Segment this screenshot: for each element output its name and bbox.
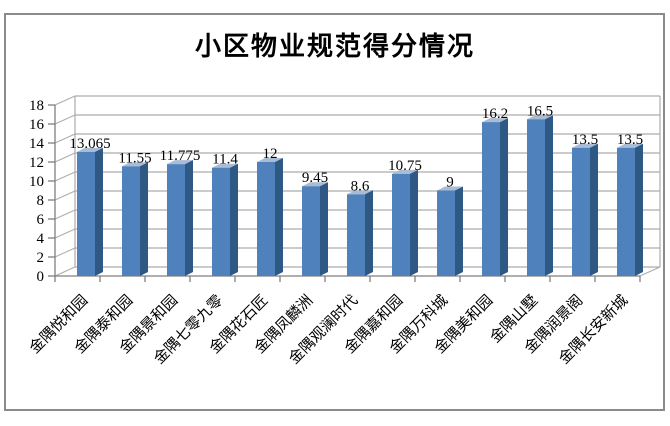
- y-tick-label: 4: [37, 231, 45, 247]
- bar: [527, 119, 545, 276]
- bar-value-label: 8.6: [351, 178, 370, 194]
- bar-top-face: [77, 147, 103, 152]
- bar-value-label: 10.75: [388, 158, 422, 174]
- bar-side-face: [545, 115, 553, 276]
- bar-value-label: 13.5: [572, 132, 598, 148]
- bar-side-face: [410, 169, 418, 276]
- bar-side-face: [500, 118, 508, 276]
- gridline-connector: [54, 190, 76, 201]
- bar: [572, 147, 590, 276]
- bar-value-label: 13.065: [69, 136, 110, 152]
- bar-value-label: 13.5: [617, 132, 643, 148]
- gridline-connector: [54, 171, 76, 182]
- bar-side-face: [95, 147, 103, 276]
- bar: [302, 186, 320, 276]
- bar-top-face: [302, 182, 328, 187]
- bar-top-face: [212, 163, 238, 168]
- bar: [77, 151, 95, 276]
- bar: [482, 122, 500, 276]
- bar-side-face: [140, 162, 148, 276]
- bar-value-label: 11.4: [212, 152, 238, 168]
- y-tick-label: 0: [37, 269, 45, 285]
- bar-value-label: 16.5: [527, 103, 553, 119]
- bar-side-face: [455, 186, 463, 276]
- bar: [122, 166, 140, 276]
- bar-top-face: [167, 160, 193, 165]
- bar-top-face: [392, 169, 418, 174]
- bar-top-face: [572, 143, 598, 148]
- bar: [212, 167, 230, 276]
- gridline-connector: [54, 95, 76, 106]
- bar: [617, 147, 635, 276]
- bar-value-label: 9.45: [302, 170, 328, 186]
- bar-top-face: [482, 118, 508, 123]
- y-tick-label: 2: [37, 250, 45, 266]
- gridline-connector: [54, 266, 76, 277]
- bar-value-label: 12: [263, 146, 278, 162]
- bar-value-label: 11.55: [118, 150, 151, 166]
- gridline-connector: [54, 114, 76, 125]
- gridline-connector: [54, 152, 76, 163]
- gridline-connector: [54, 228, 76, 239]
- bar-side-face: [590, 143, 598, 276]
- bar-top-face: [347, 190, 373, 195]
- y-tick-label: 14: [29, 136, 45, 152]
- bar: [347, 194, 365, 276]
- bar-side-face: [185, 160, 193, 276]
- floor-right-edge: [639, 266, 661, 277]
- chart-title: 小区物业规范得分情况: [194, 32, 475, 61]
- y-tick-label: 12: [29, 155, 44, 171]
- bar-side-face: [320, 182, 328, 276]
- y-tick-label: 16: [29, 117, 45, 133]
- bar-value-label: 9: [446, 175, 454, 191]
- bar: [392, 173, 410, 276]
- gridline-connector: [54, 247, 76, 258]
- y-tick-label: 18: [29, 98, 44, 114]
- y-tick-label: 10: [29, 174, 44, 190]
- bar-value-label: 16.2: [482, 106, 508, 122]
- bar-top-face: [122, 162, 148, 167]
- bar: [437, 190, 455, 276]
- chart-frame: [4, 13, 665, 411]
- gridline-connector: [54, 133, 76, 144]
- y-tick-label: 8: [37, 193, 45, 209]
- bar-top-face: [617, 143, 643, 148]
- bar-top-face: [437, 186, 463, 191]
- bar-side-face: [275, 158, 283, 276]
- gridline-connector: [54, 209, 76, 220]
- bar-value-label: 11.775: [160, 148, 201, 164]
- bar-side-face: [365, 190, 373, 276]
- bar-top-face: [527, 115, 553, 120]
- bar: [257, 162, 275, 276]
- bar-side-face: [230, 163, 238, 276]
- bar: [167, 164, 185, 276]
- y-tick-label: 6: [37, 212, 45, 228]
- bar-top-face: [257, 158, 283, 162]
- bar-side-face: [635, 143, 643, 276]
